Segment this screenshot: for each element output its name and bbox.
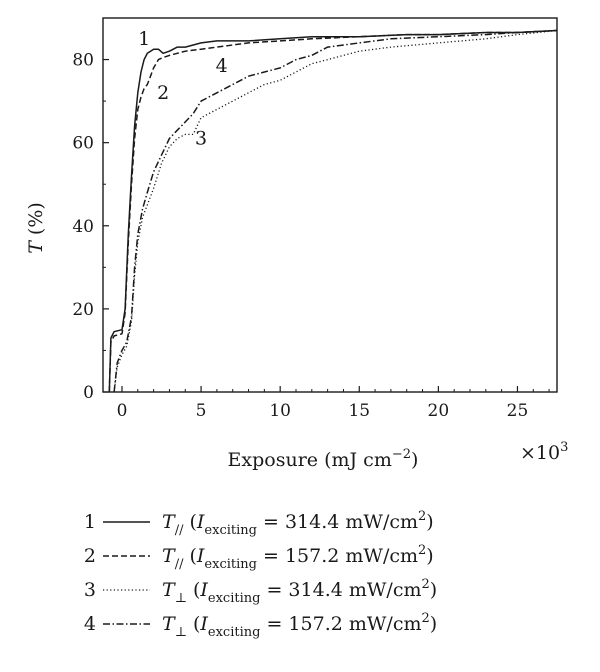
legend-number: 4 xyxy=(84,613,96,635)
series-4-line xyxy=(113,29,558,393)
legend-number: 3 xyxy=(84,579,96,601)
y-tick-label: 40 xyxy=(72,217,94,237)
legend-item-2: 2 T// (Iexciting = 157.2 mW/cm2) xyxy=(84,543,434,572)
x-axis-multiplier: ×103 xyxy=(520,440,568,464)
x-tick-label: 20 xyxy=(428,401,450,421)
legend-item-1: 1 T// (Iexciting = 314.4 mW/cm2) xyxy=(84,509,434,538)
curve-label-3: 3 xyxy=(195,128,207,150)
x-tick-label: 25 xyxy=(507,401,529,421)
legend-item-4: 4 T⊥ (Iexciting = 157.2 mW/cm2) xyxy=(84,611,437,640)
plot-frame xyxy=(102,17,558,393)
legend-label: T⊥ (Iexciting = 314.4 mW/cm2) xyxy=(162,577,437,606)
x-tick-label: 15 xyxy=(348,401,370,421)
series-layer xyxy=(108,29,558,393)
x-tick-label: 5 xyxy=(196,401,207,421)
y-tick-label: 0 xyxy=(83,383,94,403)
series-1-line xyxy=(108,29,558,393)
legend-number: 2 xyxy=(84,545,96,567)
curve-label-2: 2 xyxy=(157,82,169,104)
x-tick-label: 0 xyxy=(117,401,128,421)
y-tick-label: 60 xyxy=(72,134,94,154)
y-tick-label: 20 xyxy=(72,300,94,320)
x-tick-label: 10 xyxy=(269,401,291,421)
curve-label-4: 4 xyxy=(216,55,228,77)
legend-item-3: 3 T⊥ (Iexciting = 314.4 mW/cm2) xyxy=(84,577,437,606)
tick-layer: 0 5 10 15 20 25 0 20 40 60 80 xyxy=(72,17,550,421)
curve-label-1: 1 xyxy=(138,28,150,50)
legend-label: T// (Iexciting = 314.4 mW/cm2) xyxy=(162,509,434,538)
series-3-line xyxy=(113,29,558,393)
series-2-line xyxy=(108,29,558,393)
legend-label: T// (Iexciting = 157.2 mW/cm2) xyxy=(162,543,434,572)
legend: 1 T// (Iexciting = 314.4 mW/cm2) 2 T// (Iex… xyxy=(84,509,437,640)
legend-label: T⊥ (Iexciting = 157.2 mW/cm2) xyxy=(162,611,437,640)
y-axis-title: T (%) xyxy=(25,202,47,254)
plot-area-border xyxy=(102,17,558,393)
curve-label-layer: 1 2 3 4 xyxy=(138,28,228,150)
legend-number: 1 xyxy=(84,511,96,533)
y-tick-label: 80 xyxy=(72,51,94,71)
x-axis-title: Exposure (mJ cm−2) xyxy=(228,447,419,471)
